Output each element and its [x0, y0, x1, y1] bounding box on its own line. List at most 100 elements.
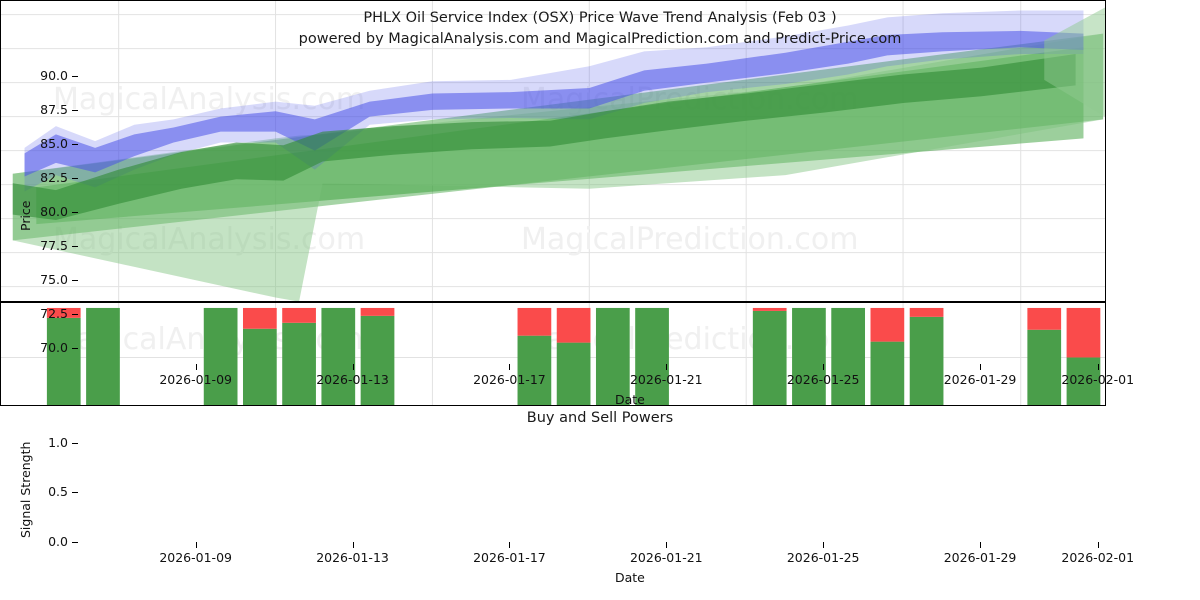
signal-xtick-label: 2026-01-25	[786, 550, 860, 565]
price-ytick-label: 80.0	[40, 203, 68, 219]
signal-bar	[909, 307, 944, 405]
signal-bar	[242, 307, 277, 405]
bar-buy-segment	[321, 307, 356, 405]
bar-buy-segment	[792, 307, 826, 405]
bar-buy-segment	[517, 335, 552, 405]
signal-ytick-label: 0.0	[48, 534, 68, 549]
signal-xtick-mark	[823, 542, 825, 548]
signal-ytick-mark	[72, 542, 78, 543]
watermark-text: MagicalAnalysis.com	[53, 222, 365, 257]
bar-buy-segment	[360, 315, 395, 405]
bar-sell-segment	[870, 307, 905, 342]
bar-sell-segment	[752, 307, 787, 311]
bar-buy-segment	[752, 310, 787, 405]
signal-bar	[203, 307, 238, 405]
price-xtick-label: 2026-01-25	[786, 372, 860, 387]
bar-buy-segment	[203, 307, 238, 405]
signal-ytick-label: 0.5	[48, 484, 68, 500]
price-ytick-label: 90.0	[40, 67, 68, 83]
price-xtick-mark	[195, 364, 197, 370]
signal-ytick-label: 1.0	[48, 434, 68, 450]
signal-xtick-label: 2026-02-01	[1061, 550, 1135, 565]
signal-chart-title: Buy and Sell Powers	[526, 410, 674, 426]
signal-bar	[792, 307, 826, 405]
price-ytick-label: 75.0	[40, 271, 68, 287]
price-xtick-label: 2026-01-29	[943, 372, 1017, 387]
bar-buy-segment	[242, 328, 277, 405]
price-ytick-mark	[72, 347, 78, 349]
price-ytick-label: 82.5	[40, 169, 68, 185]
signal-bar	[595, 307, 630, 405]
bar-buy-segment	[909, 316, 944, 405]
price-band-blue-core-band	[24, 30, 1084, 177]
signal-xtick-mark	[1097, 542, 1099, 548]
signal-x-axis-label: Date	[615, 570, 645, 585]
price-ytick-mark	[72, 245, 78, 247]
price-ytick-label: 77.5	[40, 237, 68, 253]
bar-sell-segment	[46, 307, 81, 318]
signal-bar	[360, 307, 395, 405]
price-ytick-label: 87.5	[40, 101, 68, 117]
signal-xtick-label: 2026-01-13	[316, 550, 389, 565]
signal-bar	[517, 307, 552, 405]
price-xtick-label: 2026-02-01	[1061, 372, 1135, 387]
bar-sell-segment	[1066, 307, 1101, 358]
bar-buy-segment	[556, 342, 591, 405]
bar-sell-segment	[242, 307, 277, 329]
price-chart-plot: MagicalAnalysis.com MagicalPrediction.com…	[0, 0, 1106, 302]
price-x-axis-label: Date	[615, 392, 645, 407]
signal-xtick-mark	[980, 542, 982, 548]
price-ytick-mark	[72, 313, 78, 315]
bar-buy-segment	[595, 307, 630, 405]
price-xtick-mark	[352, 364, 354, 370]
price-xtick-mark	[1097, 364, 1099, 370]
price-ytick-mark	[72, 143, 78, 145]
bar-buy-segment	[831, 307, 866, 405]
signal-bar	[1066, 307, 1101, 405]
signal-xtick-label: 2026-01-17	[473, 550, 546, 565]
price-ytick-mark	[72, 109, 78, 111]
watermark-text: MagicalPrediction.com	[521, 222, 859, 257]
page-subtitle: powered by MagicalAnalysis.com and Magic…	[298, 31, 902, 47]
page-title: PHLX Oil Service Index (OSX) Price Wave …	[363, 10, 837, 26]
signal-bar	[870, 307, 905, 405]
signal-bar	[752, 307, 787, 405]
price-ytick-label: 85.0	[40, 135, 68, 151]
price-band-green-dark-core	[12, 54, 1076, 221]
price-band-green-end-spike	[1044, 7, 1105, 117]
price-xtick-label: 2026-01-17	[473, 372, 546, 387]
signal-xtick-mark	[352, 542, 354, 548]
bar-buy-segment	[46, 317, 81, 405]
price-xtick-mark	[823, 364, 825, 370]
bar-buy-segment	[1066, 357, 1101, 405]
price-y-axis-label: Price	[18, 200, 33, 232]
bar-buy-segment	[86, 307, 120, 405]
signal-bar	[635, 307, 669, 405]
price-ytick-mark	[72, 177, 78, 179]
signal-bar	[831, 307, 866, 405]
bar-sell-segment	[360, 307, 395, 316]
price-wave-svg: MagicalAnalysis.com MagicalPrediction.com…	[1, 1, 1105, 301]
signal-xtick-mark	[195, 542, 197, 548]
signal-y-axis-label: Signal Strength	[18, 441, 33, 538]
price-ytick-mark	[72, 279, 78, 281]
bar-sell-segment	[517, 307, 552, 336]
price-xtick-mark	[509, 364, 511, 370]
signal-ytick-mark	[72, 492, 78, 494]
signal-xtick-label: 2026-01-09	[159, 550, 232, 565]
price-xtick-mark	[666, 364, 668, 370]
signal-bar	[282, 307, 316, 405]
price-xtick-mark	[980, 364, 982, 370]
price-ytick-mark	[72, 75, 78, 77]
signal-bar	[321, 307, 356, 405]
price-xtick-label: 2026-01-21	[629, 372, 703, 387]
signal-bar	[46, 307, 81, 405]
price-xtick-label: 2026-01-09	[159, 372, 232, 387]
title-block: PHLX Oil Service Index (OSX) Price Wave …	[0, 8, 1200, 50]
bar-buy-segment	[1027, 329, 1062, 405]
signal-xtick-mark	[666, 542, 668, 548]
signal-ytick-mark	[72, 442, 78, 444]
